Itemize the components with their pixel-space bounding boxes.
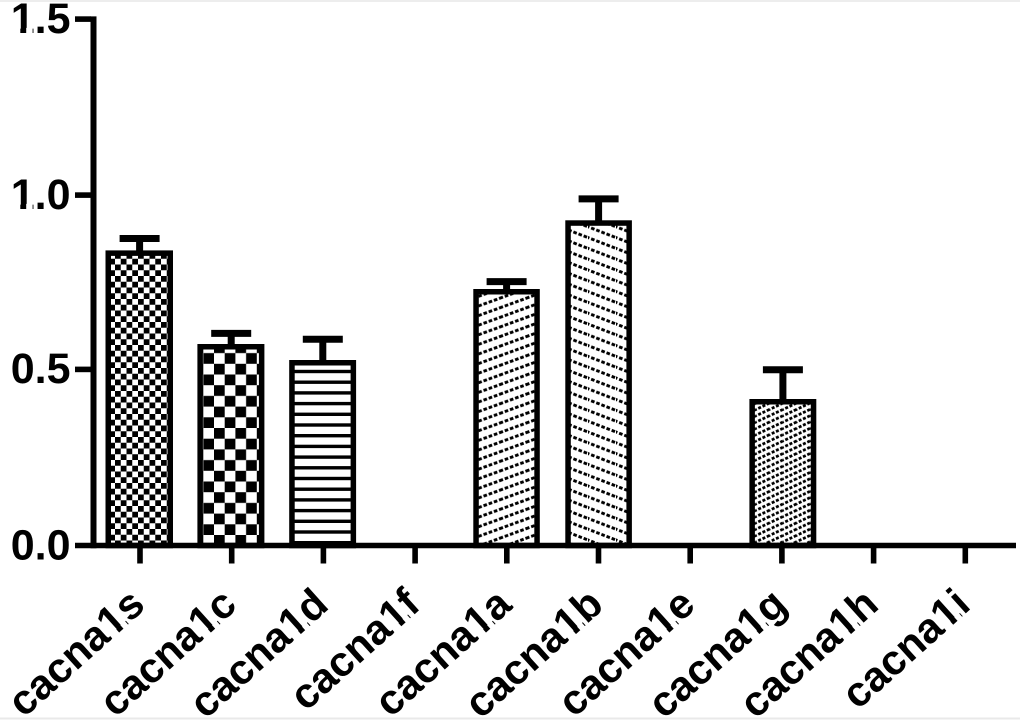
svg-text:0.0: 0.0 — [11, 521, 71, 569]
svg-text:1.0: 1.0 — [11, 171, 71, 219]
svg-text:0.5: 0.5 — [11, 345, 71, 393]
svg-text:1.5: 1.5 — [11, 0, 71, 43]
